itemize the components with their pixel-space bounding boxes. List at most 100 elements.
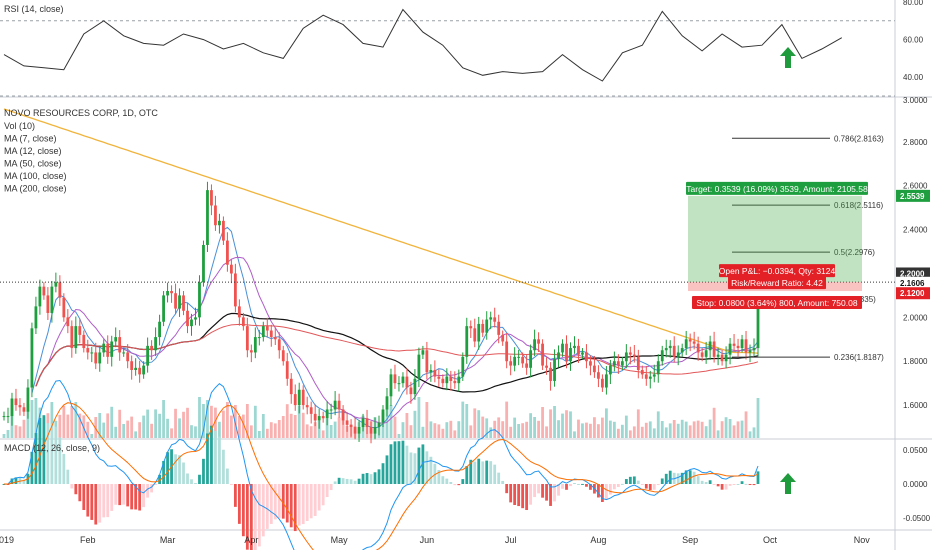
macd-histogram-bar	[425, 451, 429, 484]
volume-bar	[86, 421, 90, 438]
volume-bar	[277, 420, 281, 438]
time-tick-label: Mar	[160, 535, 176, 545]
rsi-tick-label: 40.00	[903, 73, 924, 82]
macd-line	[4, 379, 759, 555]
volume-bar	[605, 408, 608, 438]
price-tag-last: 2.2000	[896, 267, 930, 280]
volume-bar	[178, 418, 181, 438]
volume-bar	[489, 427, 493, 438]
macd-histogram-bar	[752, 484, 756, 486]
volume-bar	[509, 426, 513, 438]
volume-bar	[700, 421, 704, 438]
candle-body	[78, 326, 82, 335]
macd-histogram-bar	[365, 473, 369, 484]
candle-body	[736, 345, 740, 349]
volume-bar	[174, 408, 177, 438]
macd-histogram-bar	[357, 478, 361, 484]
volume-bar	[624, 415, 628, 438]
candle-body	[728, 343, 732, 355]
volume-bar	[716, 430, 720, 438]
volume-bar	[230, 415, 233, 438]
macd-histogram-bar	[433, 463, 437, 484]
macd-histogram-bar	[636, 480, 640, 484]
volume-bar	[194, 426, 197, 438]
time-tick-label: Aug	[590, 535, 606, 545]
macd-histogram-bar	[389, 444, 393, 484]
candle-body	[389, 374, 393, 397]
position-pnl-label[interactable]: Open P&L: −0.0394, Qty: 3124	[719, 264, 836, 278]
fib-label: 0.618(2.5116)	[834, 201, 884, 210]
macd-histogram-bar	[465, 466, 469, 484]
macd-histogram-bar	[477, 458, 481, 484]
candle-body	[612, 361, 616, 366]
macd-histogram-bar	[744, 483, 748, 485]
macd-histogram-bar	[86, 484, 90, 517]
candle-body	[397, 383, 401, 385]
macd-histogram-bar	[708, 480, 712, 484]
macd-histogram-bar	[90, 484, 94, 520]
macd-up-arrow[interactable]	[780, 473, 796, 494]
volume-bar	[756, 398, 760, 438]
candle-body	[130, 361, 134, 370]
macd-histogram-bar	[620, 483, 624, 485]
position-stop-label[interactable]: Stop: 0.0800 (3.64%) 800, Amount: 750.08	[692, 296, 862, 310]
rsi-up-arrow[interactable]	[780, 47, 796, 68]
macd-histogram-bar	[150, 484, 154, 493]
price-tag-stop-text: 2.1200	[900, 289, 925, 298]
candle-body	[277, 339, 281, 351]
macd-histogram-bar	[493, 464, 497, 484]
candle-body	[50, 286, 54, 313]
candle-body	[740, 339, 744, 349]
volume-bar	[660, 421, 664, 438]
volume-bar	[102, 422, 106, 438]
candle-body	[656, 361, 660, 375]
candle-body	[30, 328, 34, 388]
position-rr-label[interactable]: Risk/Reward Ratio: 4.42	[728, 276, 826, 290]
volume-bar	[337, 417, 341, 438]
candle-body	[581, 352, 584, 355]
volume-bar	[206, 400, 209, 438]
volume-bar	[78, 413, 82, 438]
macd-histogram-bar	[696, 476, 700, 484]
candle-body	[505, 341, 509, 362]
volume-bar	[138, 422, 142, 438]
volume-bar	[329, 425, 333, 438]
candle-body	[154, 337, 157, 351]
volume-bar	[405, 413, 409, 438]
macd-histogram-bar	[569, 484, 572, 487]
candle-body	[122, 352, 126, 354]
volume-bar	[597, 424, 600, 438]
price-tag-last-text: 2.2000	[900, 269, 925, 278]
candle-body	[469, 326, 473, 329]
volume-bar	[170, 428, 173, 438]
macd-histogram-bar	[257, 484, 261, 547]
volume-bar	[573, 431, 576, 438]
volume-bar	[477, 410, 481, 438]
macd-histogram-bar	[186, 473, 189, 484]
volume-bar	[557, 420, 560, 438]
position-target-label[interactable]: Target: 0.3539 (16.09%) 3539, Amount: 21…	[686, 181, 868, 195]
volume-bar	[473, 408, 477, 438]
macd-histogram-bar	[684, 470, 688, 484]
volume-bar	[481, 416, 485, 438]
candle-body	[18, 405, 22, 408]
macd-histogram-bar	[34, 433, 38, 484]
volume-bar	[98, 413, 102, 438]
candle-body	[628, 352, 632, 355]
macd-histogram-bar	[261, 484, 265, 537]
volume-bar	[644, 422, 648, 438]
volume-bar	[150, 423, 154, 438]
macd-histogram-bar	[453, 484, 457, 486]
macd-histogram-bar	[585, 484, 588, 487]
volume-bar	[409, 425, 413, 438]
candle-body	[2, 416, 6, 418]
up-arrow-icon	[780, 473, 796, 494]
macd-histogram-bar	[740, 481, 744, 484]
volume-bar	[664, 427, 668, 438]
candle-body	[233, 273, 237, 307]
volume-bar	[385, 408, 389, 438]
candle-body	[533, 339, 536, 351]
macd-histogram-bar	[457, 484, 461, 486]
